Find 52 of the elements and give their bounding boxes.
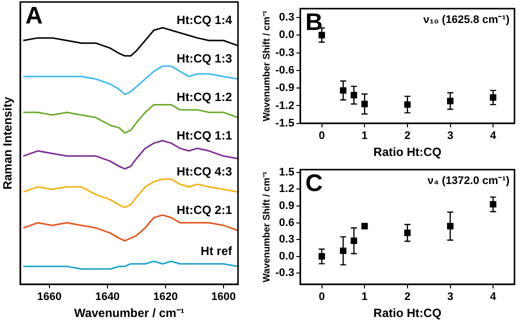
x-tick-label: 1620 [153, 291, 178, 304]
x-axis-title: Wavenumber / cm⁻¹ [74, 306, 184, 320]
point [404, 101, 411, 108]
x-tick-label: 4 [490, 130, 498, 142]
x-tick-label: 1640 [95, 291, 120, 304]
y-tick-label: -0.9 [275, 82, 294, 94]
y-tick-label: -0.3 [275, 46, 294, 59]
y-axis-title: Wavenumber Shift / cm⁻¹ [261, 172, 272, 282]
x-tick-label: 3 [447, 130, 454, 142]
y-tick-label: -1.2 [275, 100, 294, 112]
x-tick-label: 1 [362, 291, 368, 304]
x-axis-title: Ratio Ht:CQ [373, 306, 442, 320]
series-label: Ht:CQ 4:3 [176, 164, 232, 179]
series-label: Ht:CQ 1:4 [176, 13, 232, 28]
x-axis-title: Ratio Ht:CQ [373, 145, 442, 160]
x-tick-label: 1 [362, 130, 368, 142]
chart-title: B [305, 9, 323, 36]
y-tick-label: 0.3 [279, 234, 294, 246]
y-tick-label: 0.0 [279, 250, 294, 262]
x-tick-label: 1660 [37, 291, 62, 304]
x-tick-label: 3 [447, 291, 454, 304]
x-tick-label: 2 [404, 130, 410, 142]
point [361, 100, 368, 108]
series-label: Ht:CQ 1:3 [176, 52, 232, 66]
point [490, 201, 496, 208]
annotation: ν₁₀ (1625.8 cm⁻¹) [423, 14, 510, 26]
x-tick-label: 1600 [211, 291, 236, 304]
y-tick-label: 1.5 [279, 166, 294, 178]
series-label: Ht:CQ 1:1 [176, 128, 232, 143]
y-tick-label: 0.9 [279, 200, 294, 212]
point [404, 230, 411, 236]
y-axis-title: Wavenumber Shift / cm⁻¹ [261, 10, 272, 122]
point [350, 237, 358, 244]
annotation: ν₄ (1372.0 cm⁻¹) [427, 175, 510, 188]
y-axis-title: Raman Intensity [0, 96, 15, 190]
x-tick-label: 4 [490, 291, 498, 304]
y-tick-label: 0.6 [279, 216, 294, 229]
chart-title: C [305, 170, 323, 198]
y-tick-label: 0.0 [279, 29, 294, 42]
chart-title: A [25, 2, 43, 30]
y-tick-label: -0.3 [275, 267, 294, 280]
point [350, 92, 358, 98]
y-tick-label: 0.3 [279, 11, 294, 24]
y-tick-label: -1.5 [275, 117, 294, 130]
y-tick-label: -0.6 [275, 64, 294, 76]
y-tick-label: 1.2 [279, 183, 294, 196]
x-tick-label: 0 [318, 291, 325, 304]
series-label: Ht:CQ 2:1 [176, 203, 232, 218]
series-label: Ht ref [200, 244, 233, 258]
x-tick-label: 2 [404, 291, 410, 304]
series-label: Ht:CQ 1:2 [176, 90, 232, 104]
x-tick-label: 0 [318, 130, 325, 142]
